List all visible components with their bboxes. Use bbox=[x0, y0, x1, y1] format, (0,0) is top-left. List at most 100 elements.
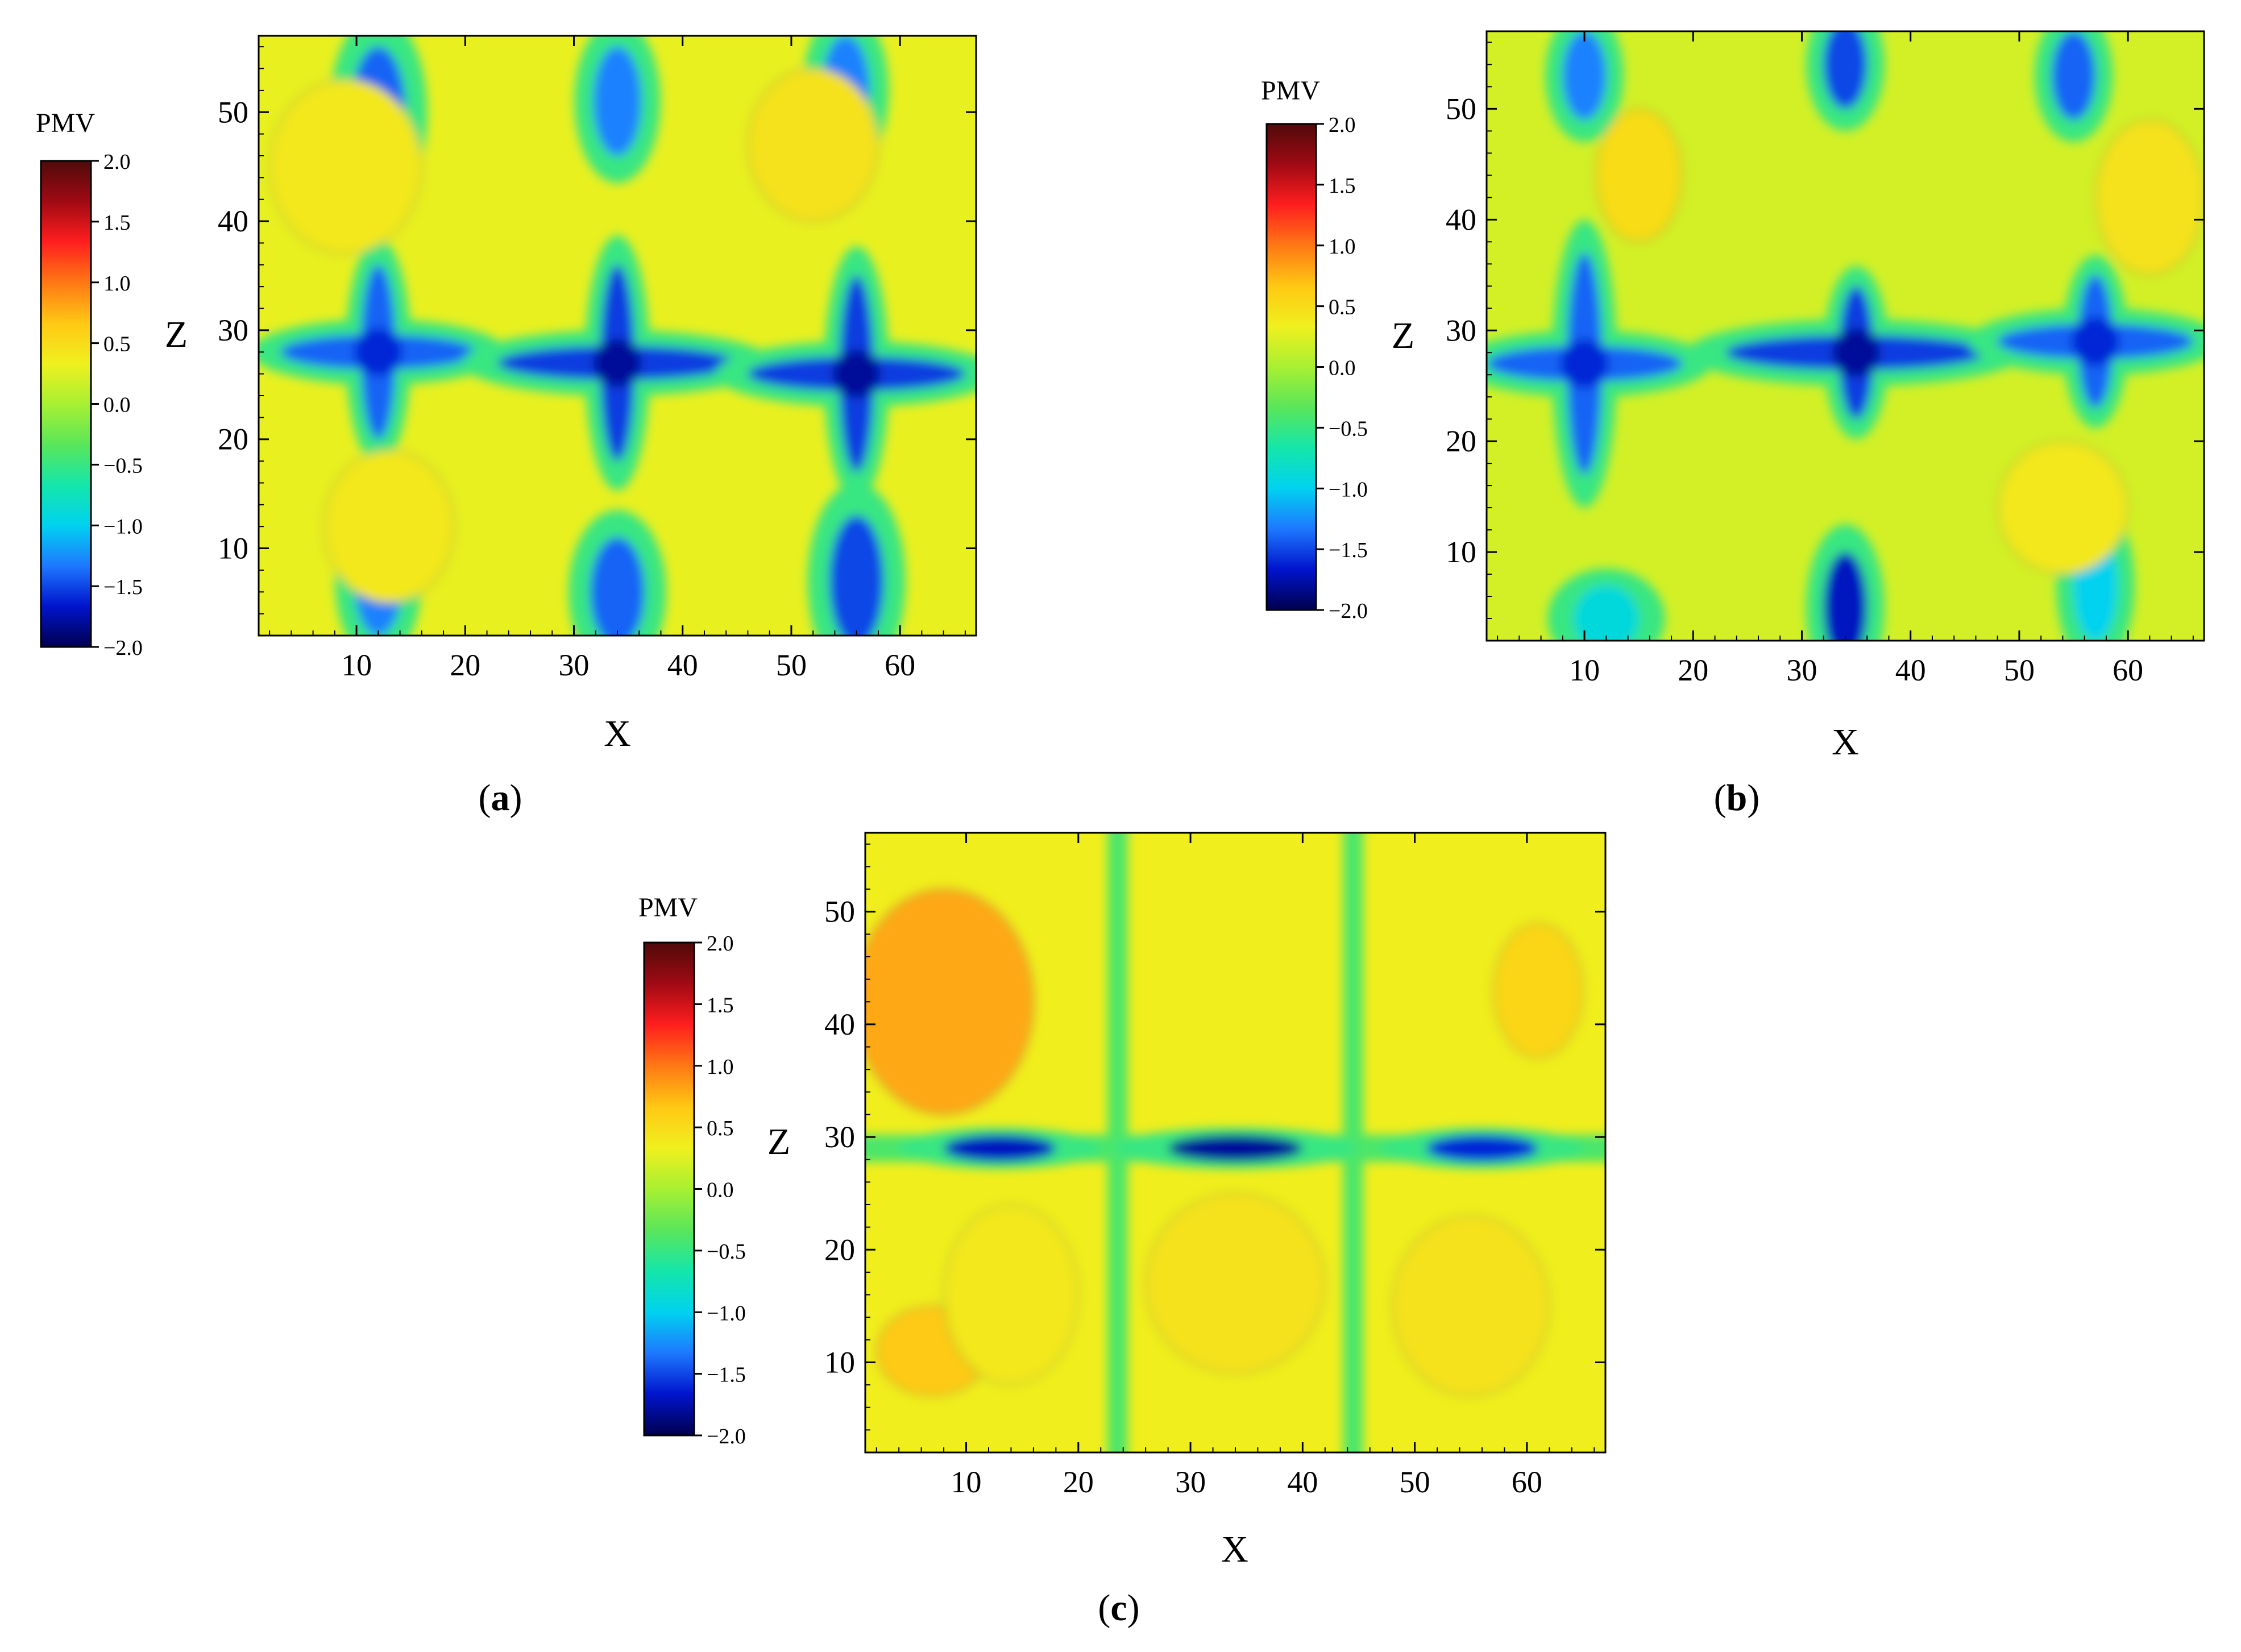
colorbar-tick-label: 0.5 bbox=[707, 1116, 734, 1140]
x-tick-label: 60 bbox=[1512, 1465, 1542, 1499]
y-tick-label: 30 bbox=[824, 1120, 855, 1154]
colorbar-b: PMV 2.0 1.5 1.0 0.5 0.0 −0.5 −1.0 −1.5 −2.0 bbox=[1261, 76, 1368, 623]
colorbar-tick-label: −1.5 bbox=[707, 1363, 746, 1387]
warm-zone bbox=[1594, 107, 1683, 243]
colorbar-tick-label: −1.5 bbox=[103, 575, 143, 599]
colorbar-tick-label: −0.5 bbox=[103, 454, 143, 478]
y-axis-label-a: Z bbox=[165, 314, 188, 355]
x-tick-label: 50 bbox=[1400, 1465, 1430, 1499]
cross-core bbox=[1561, 339, 1609, 388]
x-tick-label: 20 bbox=[1063, 1465, 1094, 1499]
x-tick-label: 60 bbox=[2113, 653, 2143, 687]
colorbar-ticks-b: 2.0 1.5 1.0 0.5 0.0 −0.5 −1.0 −1.5 −2.0 bbox=[1316, 113, 1368, 623]
panel-c: PMV 2.0 1.5 1.0 0.5 0.0 −0.5 −1.0 −1.5 −2.0 10 20… bbox=[638, 832, 1607, 1629]
colorbar-tick-label: 1.0 bbox=[707, 1055, 734, 1079]
cross-core bbox=[2071, 317, 2119, 366]
x-axis-label-c: X bbox=[1221, 1529, 1248, 1570]
x-tick-label: 10 bbox=[341, 648, 372, 682]
y-tick-label: 40 bbox=[1446, 202, 1476, 236]
x-tick-label: 30 bbox=[559, 648, 590, 682]
panel-caption-c: (c) bbox=[1098, 1587, 1139, 1629]
heatmap-field bbox=[865, 833, 1605, 1452]
colorbar-tick-label: −2.0 bbox=[707, 1425, 746, 1448]
cross-core bbox=[832, 350, 881, 398]
colorbar-tick-label: 0.5 bbox=[103, 333, 131, 356]
y-tick-label: 50 bbox=[218, 95, 248, 129]
cold-spot bbox=[2052, 31, 2095, 120]
colorbar-gradient-a bbox=[40, 160, 92, 648]
x-tick-label: 60 bbox=[885, 648, 915, 682]
y-tick-label: 50 bbox=[1446, 92, 1476, 126]
cross-core bbox=[354, 328, 402, 376]
warm-zone bbox=[746, 68, 879, 222]
x-tick-label: 40 bbox=[1287, 1465, 1318, 1499]
colorbar-tick-label: 1.5 bbox=[707, 993, 734, 1017]
colorbar-tick-label: 0.5 bbox=[1329, 296, 1356, 319]
panel-a: PMV 2.0 1.5 1.0 0.5 0.0 −0.5 −1.0 −1.5 −2.0 10 20… bbox=[36, 35, 977, 819]
cold-spot bbox=[829, 516, 884, 636]
plot-area-b: 10 20 30 40 50 60 10 20 30 40 50 bbox=[1446, 30, 2205, 687]
warm-zone bbox=[1492, 922, 1584, 1059]
plot-area-c: 10 20 30 40 50 60 10 20 30 40 50 bbox=[824, 832, 1607, 1499]
y-tick-label: 10 bbox=[1446, 535, 1476, 569]
cold-spot bbox=[590, 537, 645, 636]
panel-caption-b: (b) bbox=[1714, 777, 1760, 819]
colorbar-tick-label: 0.0 bbox=[1329, 356, 1356, 380]
y-tick-label: 40 bbox=[218, 204, 248, 238]
plot-area-a: 10 20 30 40 50 60 10 20 30 40 50 bbox=[218, 35, 977, 682]
colorbar-title-a: PMV bbox=[36, 108, 95, 138]
x-tick-label: 20 bbox=[450, 648, 480, 682]
x-axis-label-b: X bbox=[1832, 721, 1859, 763]
warm-zone bbox=[1997, 440, 2129, 575]
colorbar-tick-label: −1.0 bbox=[707, 1301, 746, 1325]
y-axis-label-c: Z bbox=[767, 1121, 790, 1163]
cross-core bbox=[1832, 328, 1881, 377]
x-axis-label-a: X bbox=[604, 713, 631, 754]
colorbar-c: PMV 2.0 1.5 1.0 0.5 0.0 −0.5 −1.0 −1.5 −2.0 bbox=[638, 893, 746, 1448]
colorbar-tick-label: 2.0 bbox=[707, 932, 734, 956]
x-tick-label: 20 bbox=[1678, 653, 1708, 687]
colorbar-ticks-a: 2.0 1.5 1.0 0.5 0.0 −0.5 −1.0 −1.5 −2.0 bbox=[91, 150, 143, 660]
warm-zone bbox=[943, 1203, 1080, 1386]
colorbar-tick-label: −0.5 bbox=[1329, 417, 1368, 441]
x-tick-label: 50 bbox=[776, 648, 807, 682]
colorbar-title-b: PMV bbox=[1261, 76, 1320, 106]
x-tick-label: 40 bbox=[667, 648, 698, 682]
cold-spot bbox=[1426, 1135, 1538, 1162]
colorbar-tick-label: 0.0 bbox=[707, 1178, 734, 1202]
warm-zone bbox=[1391, 1215, 1550, 1397]
y-tick-label: 30 bbox=[1446, 313, 1476, 347]
x-tick-label: 10 bbox=[1569, 653, 1600, 687]
y-tick-label: 10 bbox=[824, 1345, 855, 1379]
y-tick-label: 20 bbox=[824, 1232, 855, 1267]
y-tick-label: 50 bbox=[824, 895, 855, 929]
colorbar-ticks-c: 2.0 1.5 1.0 0.5 0.0 −0.5 −1.0 −1.5 −2.0 bbox=[694, 932, 746, 1448]
cross-core bbox=[593, 339, 642, 387]
colorbar-tick-label: −1.0 bbox=[1329, 478, 1368, 501]
y-tick-label: 10 bbox=[218, 532, 248, 566]
x-tick-label: 30 bbox=[1787, 653, 1817, 687]
cold-spot bbox=[1562, 31, 1607, 120]
cold-spot bbox=[944, 1135, 1056, 1162]
y-tick-label: 40 bbox=[824, 1007, 855, 1041]
heatmap-field bbox=[1487, 31, 2204, 641]
y-tick-label: 20 bbox=[1446, 424, 1476, 458]
colorbar-gradient-c bbox=[643, 941, 695, 1437]
colorbar-tick-label: −1.0 bbox=[103, 514, 143, 538]
x-tick-label: 50 bbox=[2004, 653, 2035, 687]
y-axis-label-b: Z bbox=[1392, 315, 1414, 356]
x-tick-label: 40 bbox=[1895, 653, 1926, 687]
colorbar-tick-label: 1.0 bbox=[1329, 235, 1356, 259]
colorbar-gradient-b bbox=[1265, 123, 1317, 611]
warm-zone bbox=[1144, 1192, 1326, 1375]
colorbar-tick-label: 2.0 bbox=[103, 150, 131, 174]
cold-spot bbox=[593, 47, 642, 156]
colorbar-tick-label: 1.5 bbox=[103, 211, 131, 235]
y-tick-label: 30 bbox=[218, 313, 248, 347]
colorbar-title-c: PMV bbox=[638, 893, 698, 923]
warm-zone bbox=[323, 449, 455, 604]
colorbar-tick-label: 2.0 bbox=[1329, 113, 1356, 137]
warm-zone bbox=[865, 888, 1035, 1115]
cold-spot bbox=[1168, 1135, 1303, 1162]
